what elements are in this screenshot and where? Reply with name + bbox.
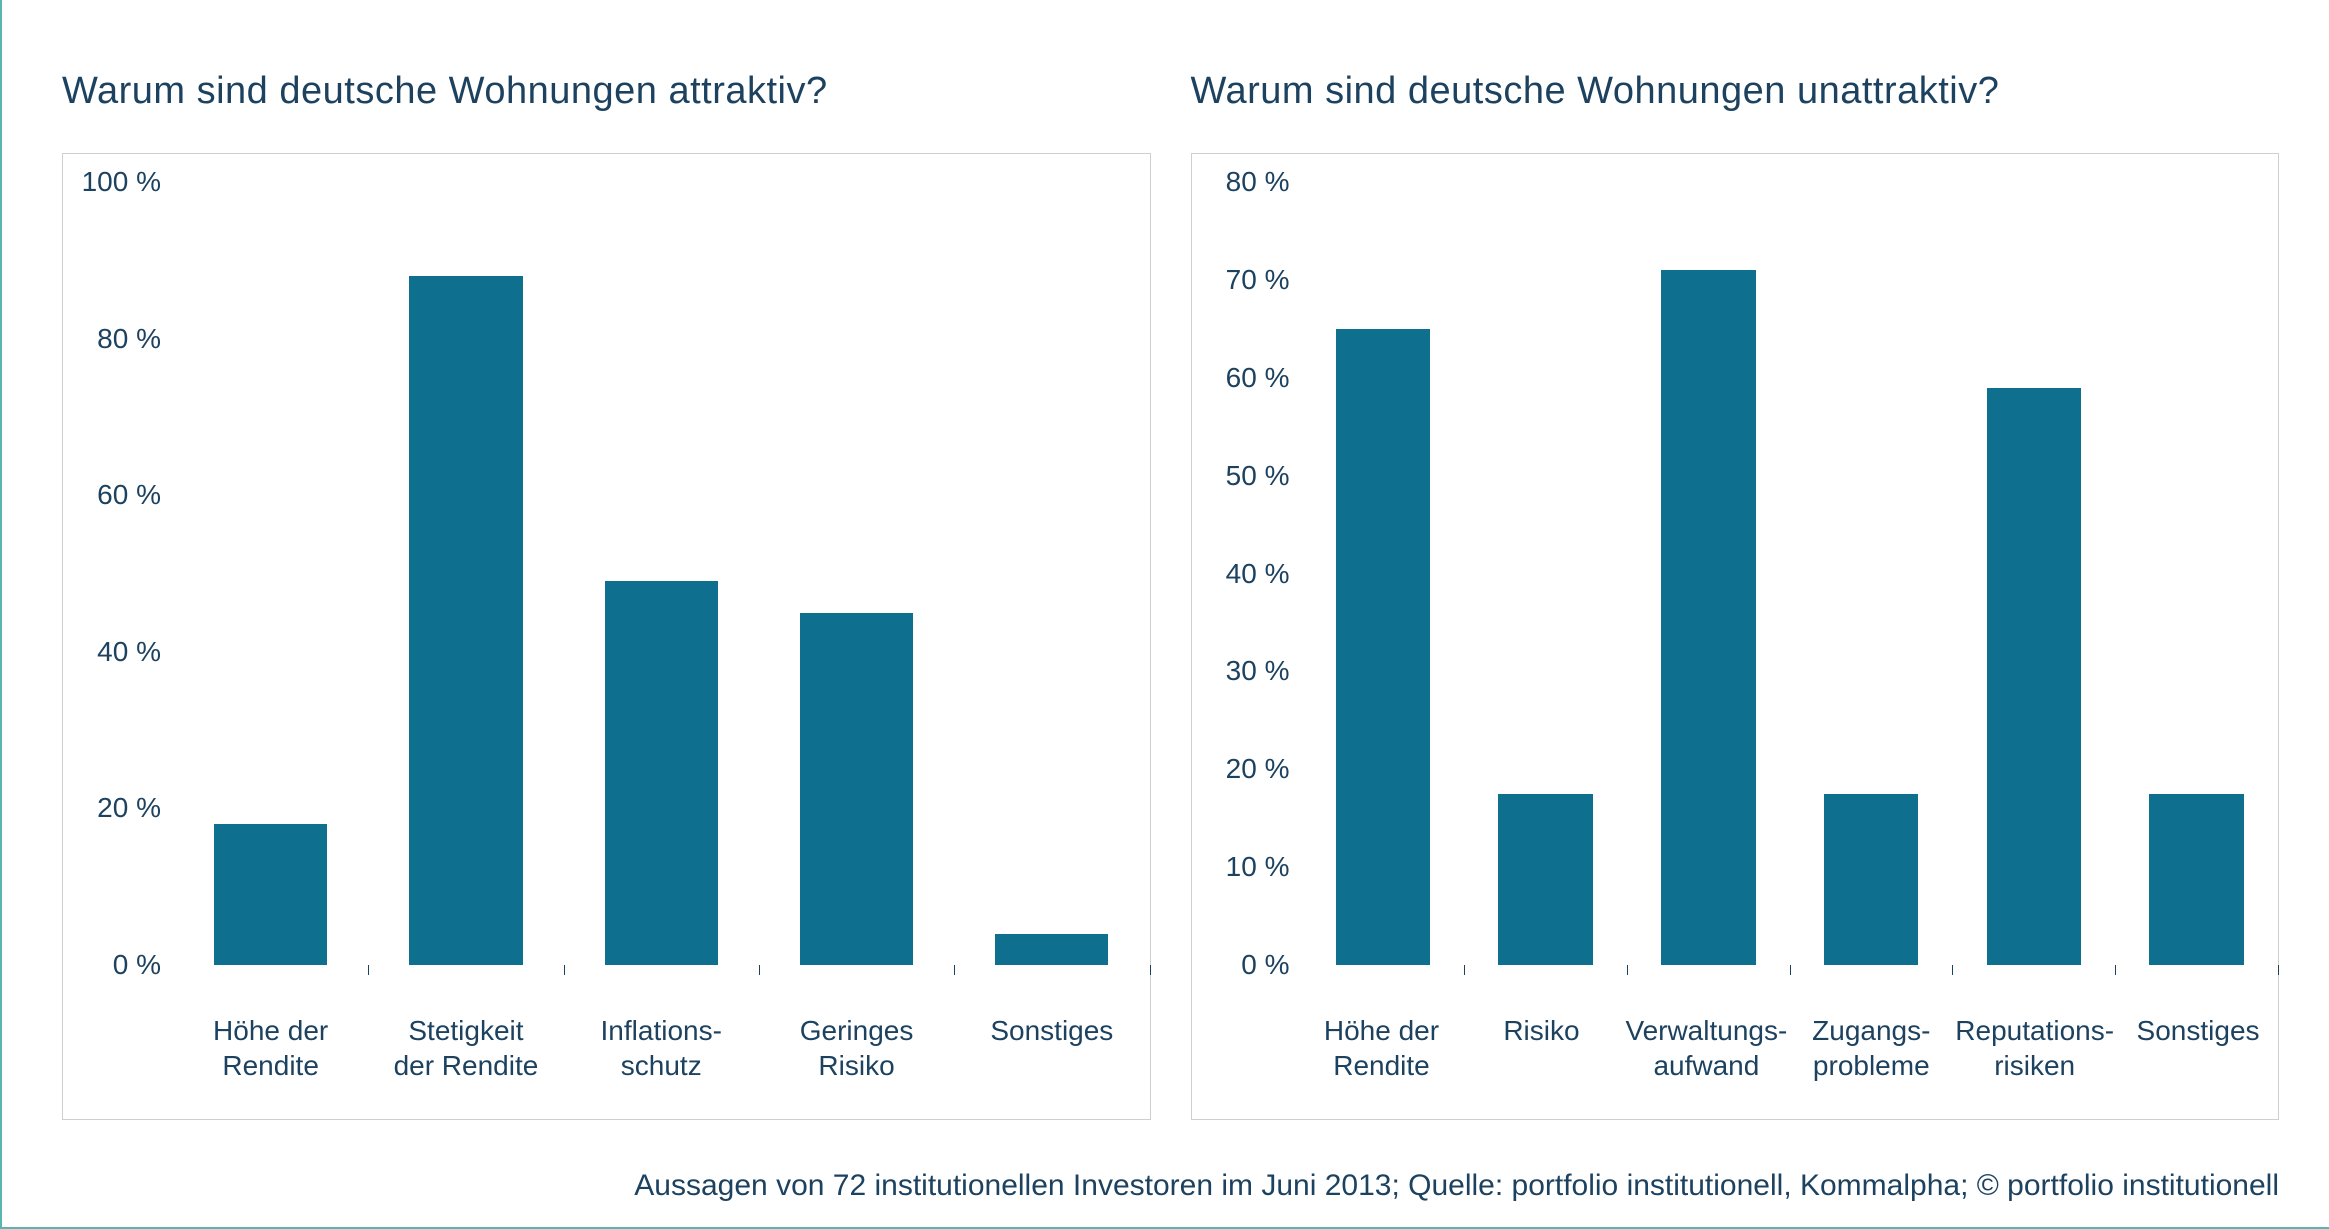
bar <box>605 581 718 965</box>
x-label: Inflations-schutz <box>564 999 759 1119</box>
x-tick <box>2115 965 2116 975</box>
x-axis: Höhe derRenditeStetigkeitder RenditeInfl… <box>63 999 1150 1119</box>
x-label: Sonstiges <box>954 999 1149 1119</box>
bar <box>1987 388 2081 965</box>
chart-title: Warum sind deutsche Wohnungen unattrakti… <box>1191 70 2280 113</box>
y-tick-label: 10 % <box>1226 851 1290 883</box>
x-label: GeringesRisiko <box>759 999 954 1119</box>
x-tick <box>1464 965 1465 975</box>
y-tick-label: 40 % <box>1226 558 1290 590</box>
chart-box: 0 % 10 % 20 % 30 % 40 % 50 % 60 % 70 % 80 % Höhe… <box>1191 153 2280 1120</box>
y-tick-label: 40 % <box>97 636 161 668</box>
y-tick-label: 0 % <box>1241 949 1289 981</box>
y-axis: 0 % 10 % 20 % 30 % 40 % 50 % 60 % 70 % 80 % <box>1192 154 1302 999</box>
x-tick <box>1150 965 1151 975</box>
x-tick <box>368 965 369 975</box>
x-axis: Höhe derRenditeRisikoVerwaltungs-aufwand… <box>1192 999 2279 1119</box>
plot-area: 0 % 10 % 20 % 30 % 40 % 50 % 60 % 70 % 80 % <box>1192 154 2279 999</box>
x-tick <box>759 965 760 975</box>
bar <box>1498 794 1592 965</box>
x-tick <box>1627 965 1628 975</box>
bar <box>409 276 522 965</box>
chart-box: 0 % 20 % 40 % 60 % 80 % 100 % Höhe derRendite… <box>62 153 1151 1120</box>
y-tick-label: 30 % <box>1226 655 1290 687</box>
y-axis: 0 % 20 % 40 % 60 % 80 % 100 % <box>63 154 173 999</box>
y-tick-label: 20 % <box>1226 753 1290 785</box>
chart-panel-unattractive: Warum sind deutsche Wohnungen unattrakti… <box>1191 70 2280 1120</box>
chart-panel-attractive: Warum sind deutsche Wohnungen attraktiv?… <box>62 70 1151 1120</box>
bar <box>1336 329 1430 965</box>
bar <box>214 824 327 965</box>
x-label: Höhe derRendite <box>173 999 368 1119</box>
bars-region <box>173 154 1150 999</box>
x-label: Reputations-risiken <box>1951 999 2118 1119</box>
x-label: Stetigkeitder Rendite <box>368 999 563 1119</box>
y-tick-label: 80 % <box>1226 166 1290 198</box>
source-footer: Aussagen von 72 institutionellen Investo… <box>634 1169 2279 1203</box>
y-tick-label: 100 % <box>82 166 161 198</box>
x-label: Höhe derRendite <box>1302 999 1462 1119</box>
charts-row: Warum sind deutsche Wohnungen attraktiv?… <box>62 70 2279 1120</box>
y-tick-label: 60 % <box>97 479 161 511</box>
x-label: Risiko <box>1461 999 1621 1119</box>
bar <box>1661 270 1755 965</box>
chart-title: Warum sind deutsche Wohnungen attraktiv? <box>62 70 1151 113</box>
y-tick-label: 80 % <box>97 323 161 355</box>
x-tick <box>1952 965 1953 975</box>
y-tick-label: 0 % <box>113 949 161 981</box>
bars-region <box>1302 154 2279 999</box>
y-tick-label: 20 % <box>97 792 161 824</box>
x-tick <box>564 965 565 975</box>
bar <box>995 934 1108 965</box>
chart-frame: Warum sind deutsche Wohnungen attraktiv?… <box>0 0 2329 1229</box>
x-label: Verwaltungs-aufwand <box>1621 999 1791 1119</box>
plot-area: 0 % 20 % 40 % 60 % 80 % 100 % <box>63 154 1150 999</box>
bar <box>800 613 913 965</box>
x-tick <box>1790 965 1791 975</box>
x-label: Zugangs-probleme <box>1791 999 1951 1119</box>
x-tick <box>954 965 955 975</box>
y-tick-label: 70 % <box>1226 264 1290 296</box>
bar <box>1824 794 1918 965</box>
x-tick <box>2278 965 2279 975</box>
y-tick-label: 60 % <box>1226 362 1290 394</box>
bar <box>2149 794 2243 965</box>
x-label: Sonstiges <box>2118 999 2278 1119</box>
y-tick-label: 50 % <box>1226 460 1290 492</box>
